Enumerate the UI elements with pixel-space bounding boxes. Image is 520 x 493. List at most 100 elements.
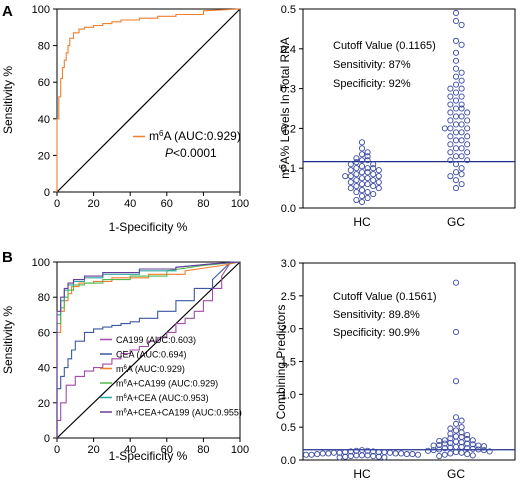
data-point-hc (370, 191, 377, 198)
data-point-hc (370, 453, 377, 460)
data-point-gc (441, 445, 448, 452)
data-point-hc (364, 153, 371, 160)
data-point-hc (347, 448, 354, 455)
panel-a-y-axis-label: Sensitivity % (1, 66, 15, 134)
y-tick-label: 0.5 (281, 4, 296, 16)
data-point-hc (347, 453, 354, 460)
data-point-gc (452, 414, 460, 421)
x-tick-label: 60 (161, 198, 173, 210)
y-tick-label: 20 (38, 398, 50, 410)
legend-label: m6A+CA199 (AUC:0.929) (116, 379, 218, 389)
legend-label: CA199 (AUC:0.603) (116, 335, 196, 345)
data-point-hc (358, 198, 366, 206)
ylabel-rest: A% Levels In Total RNA (278, 37, 292, 164)
data-point-gc (464, 117, 471, 124)
data-point-hc (358, 151, 366, 158)
y-tick-label: 40 (38, 114, 50, 126)
data-point-gc (458, 181, 465, 188)
y-tick-label: 60 (38, 327, 50, 339)
roc-curve-series-0 (56, 261, 240, 438)
data-point-gc (464, 133, 471, 140)
data-point-gc (452, 81, 460, 88)
data-point-gc (458, 429, 465, 436)
data-point-gc (469, 441, 476, 448)
legend-label: m6A+CEA (AUC:0.953) (116, 393, 209, 403)
data-point-gc (452, 279, 460, 286)
data-point-hc (353, 177, 360, 184)
data-point-gc (458, 165, 465, 172)
data-point-gc (480, 443, 488, 450)
plot-frame (56, 8, 241, 193)
data-point-gc (447, 444, 454, 451)
y-tick-label: 20 (38, 150, 50, 162)
data-point-gc (447, 157, 454, 164)
y-tick-label: 1.0 (281, 389, 296, 401)
legend-label: m6A (AUC:0.929) (149, 129, 241, 144)
data-point-gc (458, 145, 465, 152)
data-point-gc (458, 417, 465, 424)
data-point-gc (458, 105, 465, 112)
data-point-gc (447, 109, 454, 116)
y-tick-label: 100 (32, 257, 50, 269)
x-tick-label: 0 (54, 198, 60, 210)
data-point-hc (358, 139, 366, 146)
y-tick-label: 80 (38, 41, 50, 53)
y-tick-label: 40 (38, 363, 50, 375)
data-point-hc (353, 183, 360, 190)
reference-diagonal-line (56, 261, 241, 439)
data-point-gc (458, 77, 465, 84)
chart-legend: CA199 (AUC:0.603) CEA (AUC:0.694) m6A (AUC… (100, 335, 242, 418)
x-tick-label: 80 (197, 198, 209, 210)
data-point-hc (375, 167, 382, 174)
data-point-hc (364, 452, 371, 459)
panel-a-scatter-chart: m6A% Levels In Total RNA Cutoff Value (0… (278, 4, 516, 229)
data-point-gc (458, 153, 465, 160)
data-point-gc (452, 161, 460, 168)
data-point-gc (452, 113, 460, 120)
y-tick-label: 0.3 (281, 84, 296, 96)
data-point-gc (441, 440, 448, 447)
panel-a-cutoff-text: Cutoff Value (0.1165) (333, 40, 436, 52)
data-point-gc (464, 149, 471, 156)
data-point-hc (342, 449, 349, 456)
roc-curve-series-5 (56, 261, 241, 438)
data-point-hc (353, 171, 360, 178)
data-point-gc (447, 93, 454, 100)
x-category-label: GC (447, 467, 465, 481)
data-point-gc (424, 447, 432, 454)
data-point-gc (430, 442, 437, 449)
data-point-gc (441, 451, 448, 458)
x-tick-label: 100 (231, 444, 249, 456)
y-tick-label: 80 (38, 292, 50, 304)
p-value-rest: <0.0001 (173, 146, 217, 160)
data-point-gc (447, 101, 454, 108)
roc-curve-series-4 (56, 261, 241, 438)
data-point-gc (452, 328, 460, 336)
data-point-gc (464, 451, 471, 458)
data-point-hc (302, 451, 310, 458)
data-point-gc (458, 69, 465, 76)
data-point-hc (375, 179, 382, 186)
data-point-hc (364, 149, 371, 156)
roc-curve-series-3 (56, 261, 241, 438)
data-point-hc (330, 449, 338, 456)
data-point-hc (370, 183, 377, 190)
data-point-gc (452, 169, 460, 176)
data-point-gc (452, 145, 460, 152)
data-point-gc (447, 85, 454, 92)
panel-a-sensitivity-text: Sensitivity: 87% (333, 59, 411, 71)
ylabel-superscript: 6 (278, 164, 287, 169)
data-point-gc (452, 73, 460, 80)
data-point-gc (447, 435, 454, 442)
data-point-gc (452, 137, 460, 144)
data-point-gc (464, 157, 471, 164)
data-point-gc (452, 185, 460, 192)
chart-legend: m6A (AUC:0.929) (133, 129, 241, 144)
data-point-hc (353, 447, 360, 454)
data-point-gc (475, 442, 482, 449)
data-point-gc (458, 21, 465, 28)
data-point-hc (353, 165, 360, 172)
x-category-label: HC (353, 467, 371, 481)
legend-label: m6A+CEA+CA199 (AUC:0.955) (116, 408, 242, 418)
data-point-gc (464, 435, 471, 443)
